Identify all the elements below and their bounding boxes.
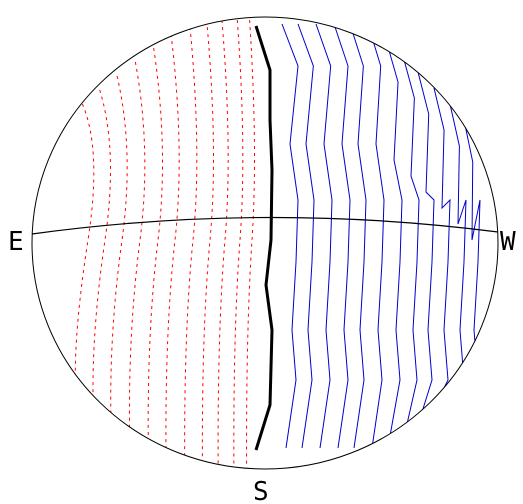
east-curve: [147, 47, 163, 443]
south-label: S: [253, 477, 269, 504]
west-curve: [297, 23, 315, 449]
west-curve: [349, 23, 367, 449]
east-curve: [184, 19, 198, 469]
east-curve: [74, 103, 95, 387]
central-curve: [254, 25, 274, 451]
east-curve: [110, 75, 128, 415]
east-curve: [233, 19, 244, 469]
west-curve: [417, 71, 435, 413]
east-curve: [92, 89, 111, 401]
east-dashed-curves: [74, 19, 255, 469]
east-curve: [165, 33, 180, 457]
west-curve: [433, 87, 451, 401]
west-curve: [281, 23, 299, 449]
west-curve: [333, 23, 351, 449]
west-curve: [402, 55, 420, 425]
west-curve: [385, 39, 403, 437]
west-curve: [367, 23, 385, 449]
east-label: E: [8, 227, 24, 257]
west-label: W: [500, 227, 516, 257]
west-curve: [449, 103, 467, 389]
west-curve: [463, 119, 481, 381]
west-curve: [315, 23, 333, 449]
horizontal-great-circle: [31, 216, 499, 235]
east-curve: [128, 61, 146, 429]
primitive-circle: [31, 16, 499, 470]
east-curve: [246, 19, 255, 469]
west-solid-curves: [281, 23, 481, 449]
east-curve: [201, 19, 214, 469]
central-bold-curve: [254, 25, 274, 451]
east-curve: [217, 19, 229, 469]
